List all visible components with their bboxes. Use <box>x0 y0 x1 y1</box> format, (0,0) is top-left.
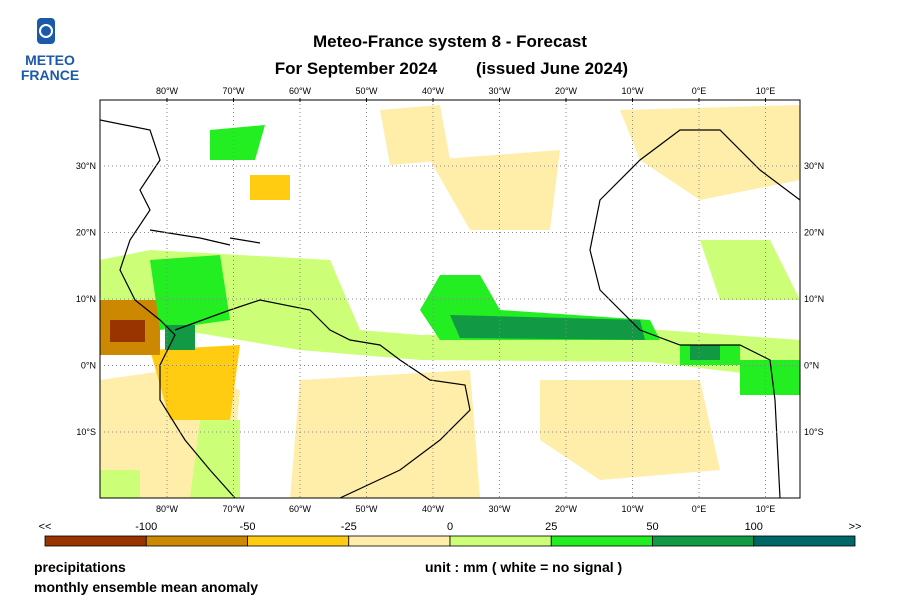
lon-label: 60°W <box>289 86 312 96</box>
lon-label: 20°W <box>555 86 578 96</box>
legend-swatch <box>44 535 147 547</box>
logo-text: METEO <box>25 52 75 68</box>
logo-text: FRANCE <box>21 67 79 83</box>
legend-label: >> <box>849 521 862 533</box>
lon-label: 60°W <box>289 504 312 514</box>
lat-label: 30°N <box>76 161 96 171</box>
lat-label: 10°N <box>804 294 824 304</box>
legend-swatch <box>247 535 350 547</box>
lat-label: 0°N <box>81 361 96 371</box>
lon-label: 70°W <box>222 86 245 96</box>
lon-label: 40°W <box>422 86 445 96</box>
legend-label: -25 <box>341 521 357 533</box>
subtitle: For September 2024 <box>275 59 438 78</box>
lat-label: 10°N <box>76 294 96 304</box>
lon-label: 40°W <box>422 504 445 514</box>
lon-label: 10°E <box>756 86 776 96</box>
lon-label: 10°E <box>756 504 776 514</box>
title: Meteo-France system 8 - Forecast <box>313 32 587 51</box>
map <box>99 98 801 499</box>
lon-label: 50°W <box>355 504 378 514</box>
lon-label: 50°W <box>355 86 378 96</box>
lon-label: 80°W <box>156 86 179 96</box>
legend-label: 100 <box>745 521 763 533</box>
lon-label: 30°W <box>488 86 511 96</box>
legend-swatch <box>550 535 653 547</box>
legend-label: 0 <box>447 521 453 533</box>
lon-label: 80°W <box>156 504 179 514</box>
legend-label: -100 <box>135 521 157 533</box>
legend-label: -50 <box>240 521 256 533</box>
lon-label: 0°E <box>692 504 707 514</box>
lon-label: 20°W <box>555 504 578 514</box>
legend-label: 25 <box>545 521 557 533</box>
variable: precipitations <box>34 559 126 575</box>
lat-label: 10°S <box>804 427 824 437</box>
lat-label: 10°S <box>76 427 96 437</box>
lat-label: 20°N <box>76 228 96 238</box>
legend-swatch <box>652 535 755 547</box>
lat-label: 20°N <box>804 228 824 238</box>
legend-swatch <box>145 535 248 547</box>
legend-label: 50 <box>646 521 658 533</box>
coastline <box>100 119 800 498</box>
unit: unit : mm ( white = no signal ) <box>425 559 622 575</box>
lon-label: 0°E <box>692 86 707 96</box>
legend-swatch <box>753 535 856 547</box>
legend-swatch <box>449 535 552 547</box>
description: monthly ensemble mean anomaly <box>34 579 258 595</box>
lon-label: 10°W <box>621 86 644 96</box>
lat-label: 30°N <box>804 161 824 171</box>
legend-swatch <box>348 535 451 547</box>
legend-label: << <box>39 521 52 533</box>
lat-label: 0°N <box>804 361 819 371</box>
lon-label: 10°W <box>621 504 644 514</box>
issued: (issued June 2024) <box>476 59 628 78</box>
logo: METEO FRANCE <box>21 18 79 83</box>
lon-label: 30°W <box>488 504 511 514</box>
lon-label: 70°W <box>222 504 245 514</box>
